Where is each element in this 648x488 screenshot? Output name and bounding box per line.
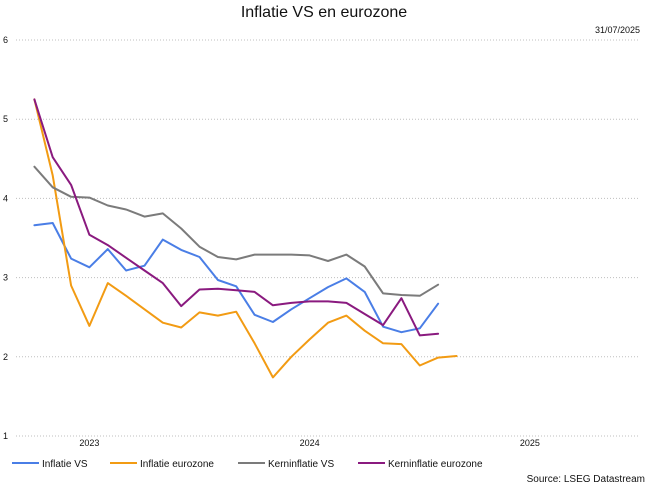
series-line-4 xyxy=(33,98,440,337)
chart-title: Inflatie VS en eurozone xyxy=(241,4,407,21)
legend-label: Inflatie VS xyxy=(42,459,88,470)
y-tick-label: 5 xyxy=(3,114,8,124)
series-line-3 xyxy=(33,165,440,297)
y-tick-label: 6 xyxy=(3,35,8,45)
y-tick-label: 1 xyxy=(3,431,8,441)
y-tick-label: 2 xyxy=(3,352,8,362)
legend: Inflatie VS Inflatie eurozone Kerninflatie… xyxy=(12,459,483,470)
x-tick-label: 2023 xyxy=(79,438,99,448)
x-axis-ticks: 2023 2024 2025 xyxy=(79,438,540,448)
series-lines xyxy=(33,98,458,379)
chart-source: Source: LSEG Datastream xyxy=(527,474,645,483)
chart-date: 31/07/2025 xyxy=(595,25,640,35)
gridlines xyxy=(16,39,640,437)
legend-label: Kerninflatie VS xyxy=(268,459,334,470)
y-tick-label: 3 xyxy=(3,273,8,283)
series-line-1 xyxy=(33,222,440,334)
x-tick-label: 2025 xyxy=(520,438,540,448)
legend-label: Kerninflatie eurozone xyxy=(388,459,483,470)
series-line-2 xyxy=(33,98,458,379)
y-axis-ticks: 1 2 3 4 5 6 xyxy=(3,35,8,441)
legend-label: Inflatie eurozone xyxy=(140,459,214,470)
x-tick-label: 2024 xyxy=(300,438,320,448)
y-tick-label: 4 xyxy=(3,193,8,203)
